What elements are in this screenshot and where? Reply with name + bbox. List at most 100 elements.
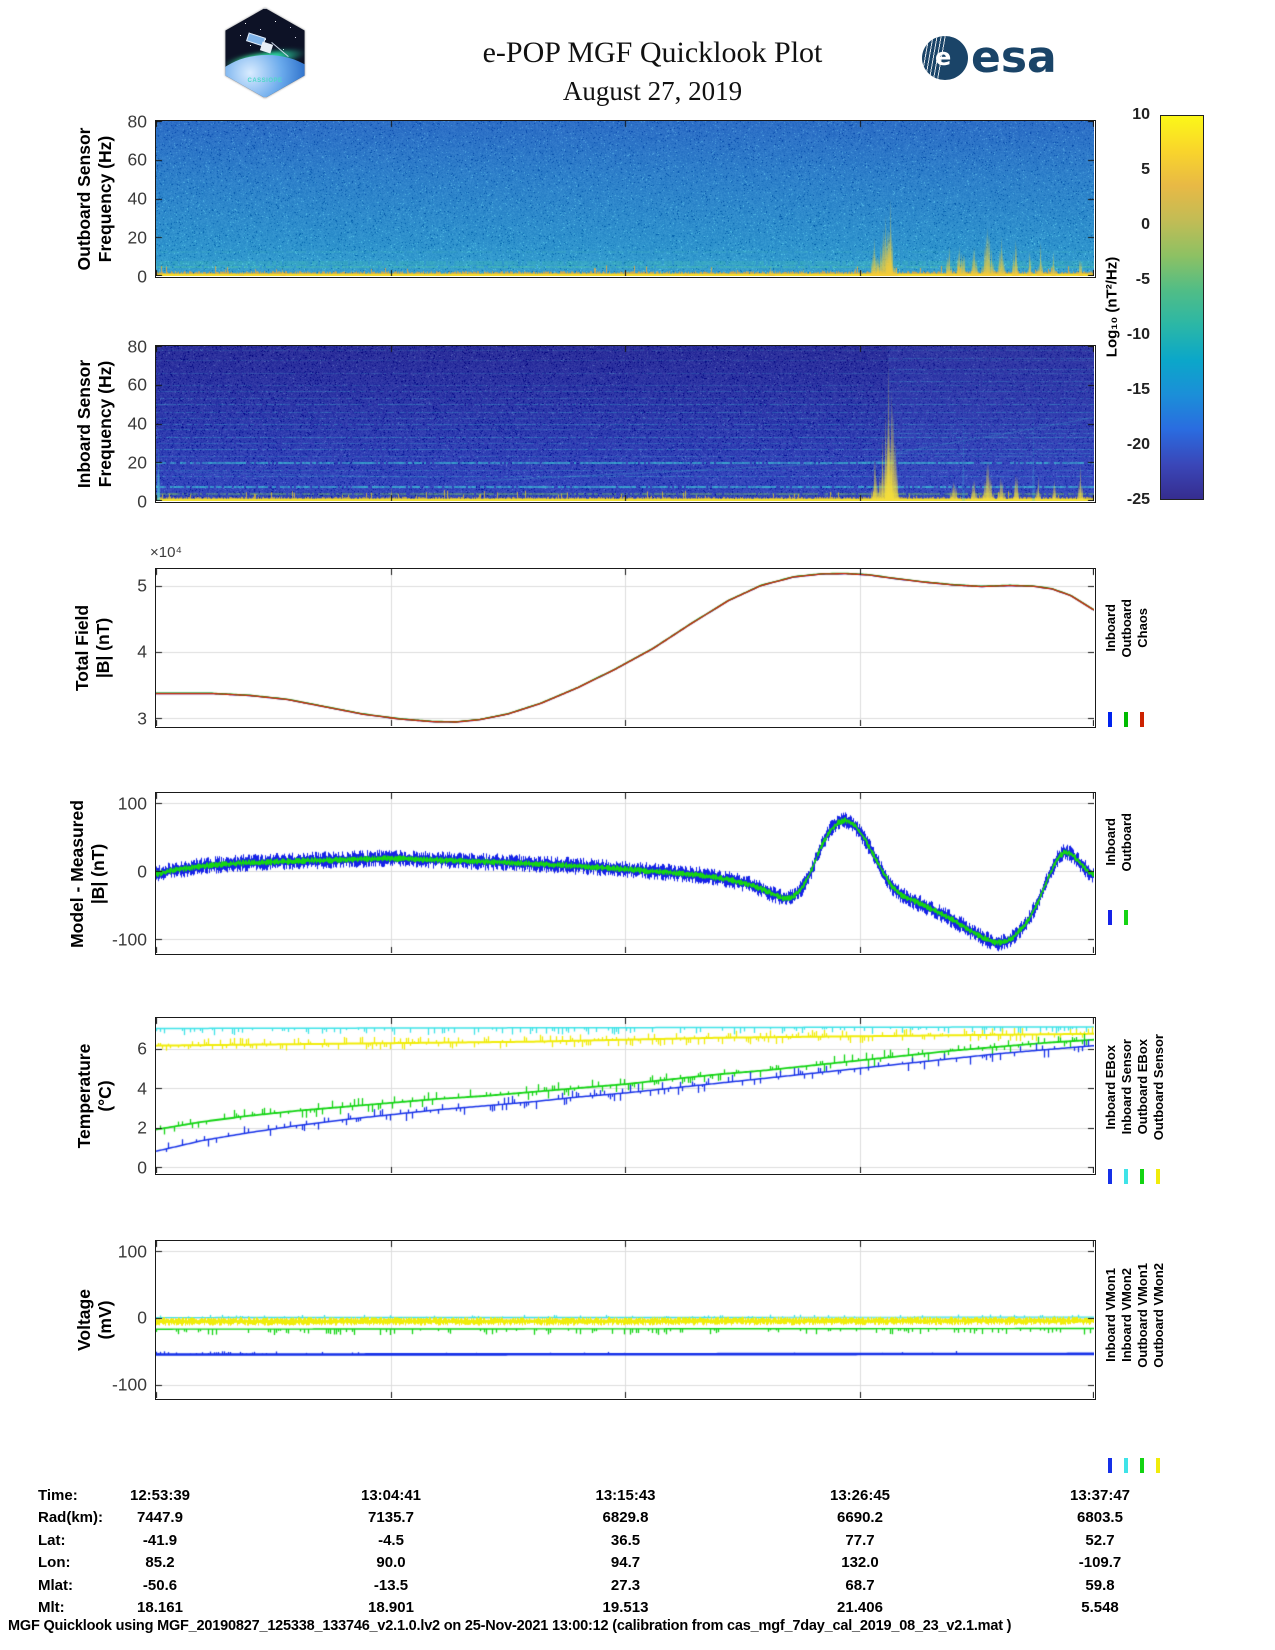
table-cell: 6829.8	[603, 1509, 649, 1526]
voltage-canvas	[156, 1241, 1094, 1398]
model-measured-ytick--100: -100	[57, 929, 147, 950]
model-measured-ytick-100: 100	[57, 793, 147, 814]
total-field-plot	[155, 568, 1096, 728]
total-field-canvas	[156, 569, 1094, 726]
table-cell: -41.9	[143, 1532, 177, 1549]
colorbar-gradient	[1160, 115, 1204, 500]
total-field-legend-item: Inboard	[1102, 604, 1118, 652]
total-field-legend-label: Inboard	[1103, 604, 1118, 652]
colorbar-tick--25: -25	[1088, 491, 1150, 509]
outboard-spectrogram-ytick-40: 40	[57, 189, 147, 210]
temperature-legend-label: Inboard EBox	[1103, 1045, 1118, 1130]
voltage-legend-label: Inboard VMon2	[1119, 1268, 1134, 1362]
inboard-spectrogram-ytick-80: 80	[57, 336, 147, 357]
model-measured-ytick-0: 0	[57, 861, 147, 882]
inboard-spectrogram-ytick-40: 40	[57, 414, 147, 435]
voltage-legend-label: Outboard VMon2	[1151, 1263, 1166, 1368]
model-measured-legend-marker-swatch	[1124, 910, 1128, 925]
temperature-legend-marker-swatch	[1140, 1169, 1144, 1184]
table-cell: 94.7	[611, 1554, 640, 1571]
table-row-label-mlat: Mlat:	[38, 1577, 73, 1594]
temperature-legend-label: Inboard Sensor	[1119, 1039, 1134, 1134]
voltage-legend-item: Outboard VMon1	[1134, 1263, 1150, 1368]
voltage-legend-marker-swatch	[1156, 1458, 1160, 1473]
esa-logo: e esa	[922, 32, 1057, 83]
table-cell: 52.7	[1085, 1532, 1114, 1549]
table-cell: 85.2	[145, 1554, 174, 1571]
temperature-legend-item: Outboard Sensor	[1150, 1034, 1166, 1140]
outboard-spectrogram-ytick-20: 20	[57, 227, 147, 248]
starfield-decoration	[235, 19, 236, 20]
total-field-legend-marker-swatch	[1108, 712, 1112, 727]
voltage-legend-labels: Inboard VMon1 Inboard VMon2 Outboard VMon1…	[1102, 1240, 1182, 1390]
model-measured-plot	[155, 792, 1096, 955]
outboard-spectrogram-ytick-0: 0	[57, 266, 147, 287]
temperature-ytick-2: 2	[57, 1118, 147, 1139]
model-measured-legend: Inboard Outboard	[1102, 792, 1182, 925]
esa-emblem-letter: e	[935, 43, 951, 71]
temperature-plot	[155, 1017, 1096, 1175]
model-measured-legend-markers	[1102, 910, 1182, 925]
table-cell: 90.0	[376, 1554, 405, 1571]
total-field-legend-label: Outboard	[1119, 599, 1134, 658]
inboard-spectrogram-ytick-0: 0	[57, 491, 147, 512]
temperature-legend-labels: Inboard EBox Inboard Sensor Outboard EBox O…	[1102, 1017, 1182, 1157]
total-field-legend: Inboard Outboard Chaos	[1102, 568, 1182, 727]
model-measured-legend-item: Inboard	[1102, 818, 1118, 866]
temperature-ytick-0: 0	[57, 1157, 147, 1178]
table-row-label-mlt: Mlt:	[38, 1599, 65, 1616]
table-cell: 13:15:43	[595, 1487, 655, 1504]
voltage-legend-marker-swatch	[1108, 1458, 1112, 1473]
title-block: e-POP MGF Quicklook Plot August 27, 2019	[30, 36, 1275, 107]
temperature-ytick-4: 4	[57, 1078, 147, 1099]
voltage-legend-label: Inboard VMon1	[1103, 1268, 1118, 1362]
voltage-legend-item: Inboard VMon1	[1102, 1268, 1118, 1362]
temperature-legend-label: Outboard EBox	[1135, 1039, 1150, 1134]
table-cell: 21.406	[837, 1599, 883, 1616]
inboard-spectrogram-ytick-20: 20	[57, 452, 147, 473]
voltage-legend-item: Outboard VMon2	[1150, 1263, 1166, 1368]
temperature-legend-item: Outboard EBox	[1134, 1039, 1150, 1134]
temperature-legend: Inboard EBox Inboard Sensor Outboard EBox O…	[1102, 1017, 1182, 1184]
esa-logo-text: esa	[971, 32, 1057, 83]
footer-note: MGF Quicklook using MGF_20190827_125338_…	[8, 1618, 1270, 1634]
table-cell: -4.5	[378, 1532, 404, 1549]
colorbar-tick--10: -10	[1088, 326, 1150, 344]
table-cell: 6803.5	[1077, 1509, 1123, 1526]
table-cell: 5.548	[1081, 1599, 1119, 1616]
temperature-ytick-6: 6	[57, 1039, 147, 1060]
colorbar-tick-0: 0	[1088, 216, 1150, 234]
voltage-legend-marker-swatch	[1140, 1458, 1144, 1473]
colorbar-tick--5: -5	[1088, 271, 1150, 289]
voltage-legend-item: Inboard VMon2	[1118, 1268, 1134, 1362]
table-cell: 7447.9	[137, 1509, 183, 1526]
table-cell: -13.5	[374, 1577, 408, 1594]
voltage-ytick-0: 0	[57, 1308, 147, 1329]
table-cell: 7135.7	[368, 1509, 414, 1526]
total-field-legend-marker-swatch	[1124, 712, 1128, 727]
voltage-legend-markers	[1102, 1458, 1182, 1473]
page-title: e-POP MGF Quicklook Plot	[30, 36, 1275, 70]
outboard-spectrogram-ytick-60: 60	[57, 150, 147, 171]
voltage-ytick--100: -100	[57, 1375, 147, 1396]
model-measured-legend-marker-swatch	[1108, 910, 1112, 925]
outboard-spectrogram-ytick-80: 80	[57, 111, 147, 132]
total-field-legend-item: Outboard	[1118, 599, 1134, 658]
temperature-legend-marker-swatch	[1156, 1169, 1160, 1184]
colorbar-tick-10: 10	[1088, 106, 1150, 124]
temperature-canvas	[156, 1018, 1094, 1173]
total-field-ytick-3: 3	[57, 708, 147, 729]
esa-emblem-icon: e	[922, 36, 968, 80]
table-cell: 18.901	[368, 1599, 414, 1616]
voltage-plot	[155, 1240, 1096, 1400]
model-measured-legend-item: Outboard	[1118, 813, 1134, 872]
total-field-exponent-label: ×10⁴	[150, 544, 182, 561]
total-field-ytick-5: 5	[57, 576, 147, 597]
temperature-legend-markers	[1102, 1169, 1182, 1184]
total-field-ytick-4: 4	[57, 642, 147, 663]
model-measured-legend-label: Outboard	[1119, 813, 1134, 872]
total-field-legend-item: Chaos	[1134, 608, 1150, 648]
voltage-ytick-100: 100	[57, 1241, 147, 1262]
table-cell: 13:26:45	[830, 1487, 890, 1504]
temperature-legend-item: Inboard EBox	[1102, 1045, 1118, 1130]
